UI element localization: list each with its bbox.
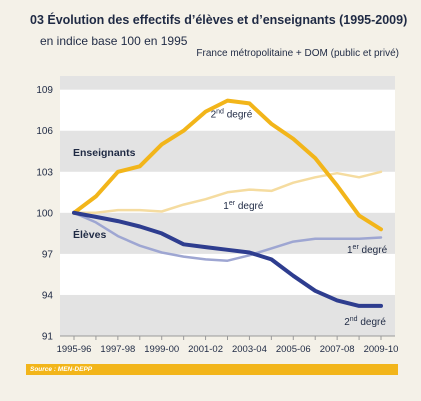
source-bar <box>26 364 398 375</box>
series-line-students-1st <box>72 211 383 262</box>
figure-subtitle: en indice base 100 en 1995 <box>40 34 188 48</box>
x-tick-label: 2007-08 <box>320 344 355 355</box>
source-note: Source : MEN-DEPP <box>30 366 93 373</box>
grid-band <box>60 130 395 172</box>
axes: 91 94 97 100 103 106 109 1995-96 1997-98 1999-00 2… <box>36 85 398 355</box>
series-label-teachers-2nd: 2nd degré <box>211 108 253 120</box>
series-lines <box>72 98 383 308</box>
y-tick-label: 94 <box>42 290 54 301</box>
x-tick-label: 1995-96 <box>57 344 92 355</box>
y-tick-label: 109 <box>36 85 53 96</box>
x-tick-label: 2001-02 <box>188 344 223 355</box>
y-tick-label: 91 <box>42 332 54 343</box>
scope-note: France métropolitaine + DOM (public et p… <box>196 48 399 59</box>
y-tick-label: 106 <box>36 126 53 137</box>
series-label-students-1st: 1er degré <box>347 244 388 256</box>
x-tick-label: 2005-06 <box>276 344 311 355</box>
series-label-students-2nd: 2nd degré <box>344 316 386 328</box>
x-tick-label: 1999-00 <box>144 344 179 355</box>
plot-background <box>60 76 395 336</box>
group-label-students: Élèves <box>73 228 106 241</box>
y-tick-label: 97 <box>42 249 54 260</box>
x-tick-label: 2003-04 <box>232 344 267 355</box>
series-line-teachers-2nd <box>72 98 383 232</box>
group-label-teachers: Enseignants <box>73 147 136 159</box>
figure-title: 03 Évolution des effectifs d’élèves et d… <box>30 13 408 27</box>
series-labels: Enseignants Élèves 2nd degré 1er degré 1er d… <box>73 108 388 328</box>
y-tick-label: 100 <box>36 208 53 219</box>
x-tick-label: 2009-10 <box>364 344 399 355</box>
grid-band <box>60 76 395 90</box>
series-line-students-2nd <box>72 210 383 308</box>
series-label-teachers-1st: 1er degré <box>223 200 264 212</box>
x-tick-label: 1997-98 <box>100 344 135 355</box>
y-tick-label: 103 <box>36 167 53 178</box>
